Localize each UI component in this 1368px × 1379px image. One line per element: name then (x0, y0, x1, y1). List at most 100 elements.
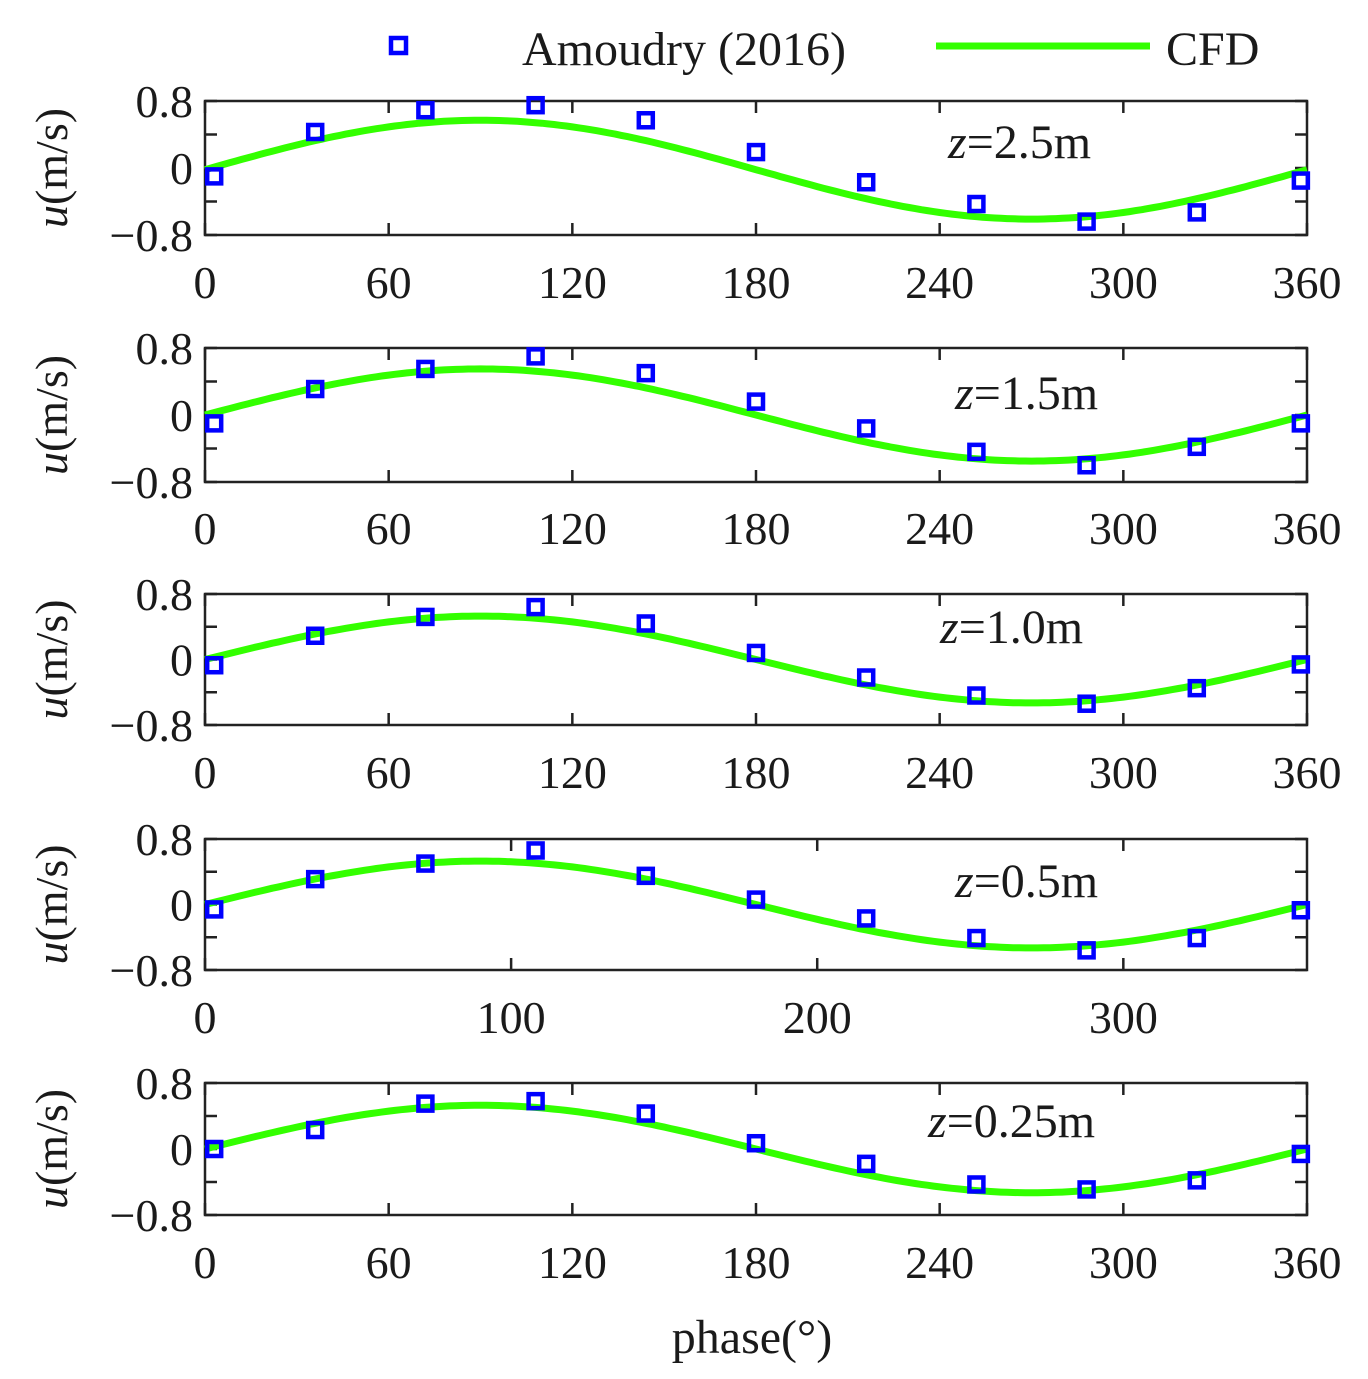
data-point (967, 1175, 986, 1194)
x-tick-label: 0 (194, 747, 217, 798)
y-axis-label: u(m/s) (26, 108, 77, 228)
y-tick-label: −0.8 (110, 210, 193, 261)
data-point (967, 442, 986, 462)
y-axis-label-unit: (m/s) (26, 599, 77, 696)
y-tick-label: 0.8 (136, 76, 194, 127)
y-axis-label-unit: (m/s) (26, 108, 77, 205)
data-point (1077, 212, 1096, 231)
z-annotation: z=0.5m (954, 855, 1098, 908)
x-tick-label: 300 (1089, 503, 1158, 554)
data-point (305, 379, 325, 399)
data-point (856, 909, 876, 928)
legend: Amoudry (2016) CFD (388, 23, 1259, 76)
x-tick-label: 0 (194, 1237, 217, 1288)
x-tick-label: 120 (538, 503, 607, 554)
data-point (1077, 941, 1096, 960)
legend-label-cfd: CFD (1166, 23, 1259, 76)
data-point (746, 890, 766, 909)
y-tick-label: −0.8 (110, 700, 193, 751)
x-tick-label: 240 (905, 747, 974, 798)
x-tick-label: 240 (905, 1237, 974, 1288)
data-point (1077, 1180, 1096, 1199)
y-tick-label: 0.8 (136, 323, 194, 374)
y-tick-label: 0.8 (136, 569, 194, 620)
data-point (1187, 928, 1207, 948)
data-point (416, 100, 435, 120)
data-point (204, 1139, 224, 1159)
data-point (416, 607, 435, 627)
x-tick-label: 100 (477, 992, 546, 1043)
x-tick-label: 180 (722, 257, 791, 308)
y-tick-label: 0 (170, 635, 193, 686)
y-tick-label: 0 (170, 880, 193, 931)
data-point (204, 655, 224, 675)
z-annotation-value: =0.5m (974, 855, 1098, 908)
data-point (305, 626, 325, 646)
x-tick-label: 120 (538, 747, 607, 798)
x-tick-label: 360 (1273, 257, 1342, 308)
y-tick-label: 0 (170, 1124, 193, 1175)
data-point (526, 347, 545, 366)
data-point (1187, 678, 1207, 698)
data-point (746, 142, 766, 162)
x-tick-label: 120 (538, 1237, 607, 1288)
x-tick-label: 300 (1089, 992, 1158, 1043)
data-point (526, 597, 545, 617)
x-tick-label: 60 (366, 503, 412, 554)
data-point (636, 1104, 656, 1123)
data-point (1291, 1144, 1311, 1164)
x-tick-label: 360 (1273, 503, 1342, 554)
data-point (526, 841, 545, 860)
z-annotation-value: =1.5m (974, 367, 1098, 420)
data-point (204, 414, 224, 433)
data-point (526, 1091, 545, 1111)
data-point (746, 643, 766, 663)
y-tick-label: 0 (170, 143, 193, 194)
x-tick-label: 300 (1089, 257, 1158, 308)
data-point (305, 869, 325, 889)
z-annotation-value: =2.5m (967, 116, 1091, 169)
data-point (1291, 900, 1311, 920)
cfd-line (204, 365, 1308, 465)
data-point (1291, 414, 1311, 433)
x-tick-label: 120 (538, 257, 607, 308)
data-point (416, 359, 435, 379)
x-tick-label: 60 (366, 747, 412, 798)
data-point (1291, 655, 1311, 674)
z-annotation: z=0.25m (927, 1095, 1095, 1148)
y-tick-label: −0.8 (110, 1190, 193, 1241)
data-point (1291, 171, 1311, 190)
y-axis-label: u(m/s) (26, 599, 77, 719)
x-tick-label: 300 (1089, 1237, 1158, 1288)
x-tick-label: 240 (905, 257, 974, 308)
data-point (1077, 694, 1096, 713)
cfd-line (204, 116, 1308, 223)
x-tick-label: 200 (783, 992, 852, 1043)
y-axis-label-unit: (m/s) (26, 844, 77, 941)
data-point (1187, 203, 1207, 222)
data-point (967, 928, 986, 948)
z-annotation: z=2.5m (947, 116, 1091, 169)
data-point (856, 668, 876, 687)
x-tick-label: 180 (722, 747, 791, 798)
data-point (305, 1120, 325, 1140)
data-point (746, 392, 766, 411)
y-axis-label: u(m/s) (26, 1089, 77, 1209)
x-tick-label: 60 (366, 1237, 412, 1288)
data-point (1187, 437, 1207, 457)
y-tick-label: 0.8 (136, 1058, 194, 1109)
y-axis-label-var: u (26, 1186, 77, 1209)
x-tick-label: 180 (722, 503, 791, 554)
data-point (856, 172, 876, 192)
x-tick-label: 360 (1273, 747, 1342, 798)
y-axis-label-var: u (26, 452, 77, 475)
x-tick-label: 300 (1089, 747, 1158, 798)
z-annotation-value: =1.0m (959, 601, 1083, 654)
x-tick-label: 240 (905, 503, 974, 554)
data-point (967, 686, 986, 705)
z-annotation-var: z (947, 116, 967, 169)
y-axis-label-var: u (26, 697, 77, 720)
data-point (204, 900, 224, 919)
